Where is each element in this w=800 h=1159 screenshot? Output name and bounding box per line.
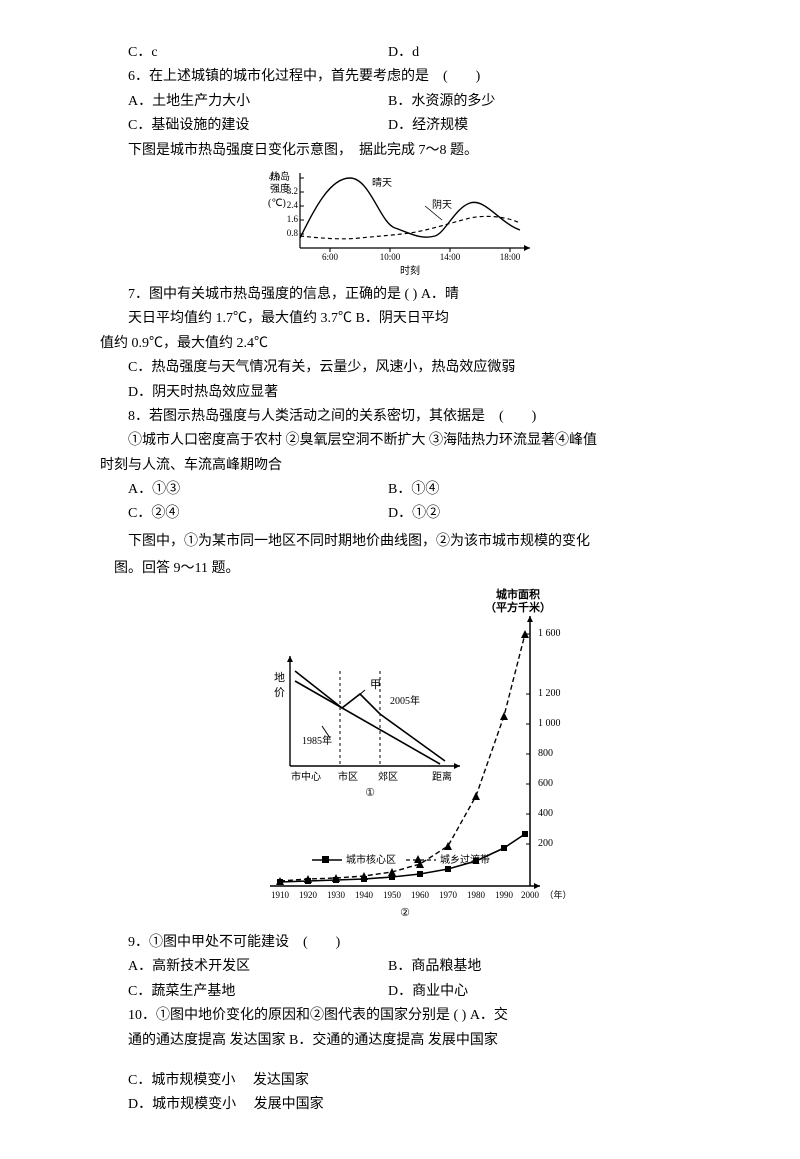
fig2-circ1: ① — [365, 787, 375, 799]
q10-D: D．城市规模变小 发展中国家 — [100, 1094, 720, 1116]
svg-text:（年）: （年） — [544, 889, 571, 900]
fig2-y2-1: 1 200 — [538, 688, 561, 699]
fig2-jia: 甲 — [370, 679, 381, 691]
page-root: C．c D．d 6．在上述城镇的城市化过程中，首先要考虑的是 ( ) A．土地生… — [0, 0, 800, 1159]
fig1-xtick-3: 18:00 — [500, 252, 521, 262]
fig2-legend-core: 城市核心区 — [346, 853, 396, 866]
fig2-title1: 城市面积 — [496, 587, 540, 601]
fig2-year1: 1985年 — [302, 734, 332, 747]
fig1-ytick-3: 1.6 — [287, 214, 299, 224]
q7-D: D．阴天时热岛效应显著 — [100, 382, 720, 404]
fig1-ytick-0: 4.0 — [269, 172, 281, 182]
fig2-year2: 2005年 — [390, 694, 420, 707]
fig1-legend-sunny: 晴天 — [372, 176, 392, 189]
q8-D: D．①② — [388, 503, 720, 525]
q8-stem: 8．若图示热岛强度与人类活动之间的关系密切，其依据是 ( ) — [100, 406, 720, 428]
fig2-xticks: 1910 1920 1930 1940 1950 1960 1970 1980 … — [271, 889, 572, 900]
q7-l1: 7．图中有关城市热岛强度的信息，正确的是 ( ) A．晴 — [100, 284, 720, 306]
svg-text:1970: 1970 — [439, 890, 458, 900]
q9-stem: 9．①图中甲处不可能建设 ( ) — [100, 932, 720, 954]
fig1-ytick-2: 2.4 — [287, 200, 299, 210]
fig1-xtick-0: 6:00 — [322, 252, 339, 262]
q6-D: D．经济规模 — [388, 115, 720, 137]
q9-B: B．商品粮基地 — [388, 956, 720, 978]
fig2-legend-edge: 城乡过渡带 — [440, 853, 490, 866]
fig2-y2-3: 800 — [538, 748, 553, 759]
q7-l3: 值约 0.9℃，最大值约 2.4℃ — [100, 333, 720, 355]
fig1-yunit: (℃) — [268, 198, 286, 209]
fig2-lp-x1: 市区 — [338, 770, 358, 783]
q6-stem: 6．在上述城镇的城市化过程中，首先要考虑的是 ( ) — [100, 66, 720, 88]
q5-optC: C．c — [128, 42, 388, 64]
svg-text:1980: 1980 — [467, 890, 486, 900]
fig2-y2-6: 200 — [538, 838, 553, 849]
fig2-lp-x2: 郊区 — [378, 770, 398, 783]
q5-optD: D．d — [388, 42, 720, 64]
fig1-legend-cloudy: 阴天 — [432, 199, 452, 211]
svg-text:1960: 1960 — [411, 890, 430, 900]
fig2-intro2: 图。回答 9～11 题。 — [100, 558, 720, 580]
q9-D: D．商业中心 — [388, 981, 720, 1003]
q9-row2: C．蔬菜生产基地 D．商业中心 — [100, 981, 720, 1003]
q9-A: A．高新技术开发区 — [128, 956, 388, 978]
fig2-lp-y1: 地 — [274, 671, 285, 684]
fig2-y2-4: 600 — [538, 778, 553, 789]
fig2-y2-2: 1 000 — [538, 718, 561, 729]
fig1-xtick-1: 10:00 — [380, 252, 401, 262]
q7-l2: 天日平均值约 1.7℃，最大值约 3.7℃ B．阴天日平均 — [100, 308, 720, 330]
q8-row1: A．①③ B．①④ — [100, 479, 720, 501]
fig1-ytick-1: 3.2 — [287, 186, 298, 196]
svg-text:1940: 1940 — [355, 890, 374, 900]
fig2-title2: （平方千米） — [485, 600, 551, 614]
fig1-ytick-4: 0.8 — [287, 228, 299, 238]
fig2-lp-x0: 市中心 — [291, 770, 321, 783]
q5-option-row: C．c D．d — [100, 42, 720, 64]
q9-row1: A．高新技术开发区 B．商品粮基地 — [100, 956, 720, 978]
fig2-lp-y2: 价 — [274, 686, 285, 699]
q9-C: C．蔬菜生产基地 — [128, 981, 388, 1003]
q8-B: B．①④ — [388, 479, 720, 501]
svg-text:1990: 1990 — [495, 890, 514, 900]
q10-C: C．城市规模变小 发达国家 — [100, 1070, 720, 1092]
svg-text:1930: 1930 — [327, 890, 346, 900]
q8-circles2: 时刻与人流、车流高峰期吻合 — [100, 455, 720, 477]
fig2-y2-5: 400 — [538, 808, 553, 819]
q8-row2: C．②④ D．①② — [100, 503, 720, 525]
q8-C: C．②④ — [128, 503, 388, 525]
q10-l1: 10．①图中地价变化的原因和②图代表的国家分别是 ( ) A．交 — [100, 1005, 720, 1027]
svg-text:1950: 1950 — [383, 890, 402, 900]
q7-C: C．热岛强度与天气情况有关，云量少，风速小，热岛效应微弱 — [100, 357, 720, 379]
fig1-xlabel: 时刻 — [400, 264, 420, 277]
q6-row2: C．基础设施的建设 D．经济规模 — [100, 115, 720, 137]
q6-A: A．土地生产力大小 — [128, 91, 388, 113]
fig1-chart: 热岛 强度 (℃) 4.0 3.2 2.4 1.6 0.8 晴天 阴天 6:00… — [100, 168, 720, 278]
q6-row1: A．土地生产力大小 B．水资源的多少 — [100, 91, 720, 113]
fig1-xtick-2: 14:00 — [440, 252, 461, 262]
svg-text:2000: 2000 — [521, 890, 540, 900]
q6-C: C．基础设施的建设 — [128, 115, 388, 137]
q10-l2: 通的通达度提高 发达国家 B．交通的通达度提高 发展中国家 — [100, 1030, 720, 1052]
q6-B: B．水资源的多少 — [388, 91, 720, 113]
fig2-lp-x3: 距离 — [432, 770, 452, 783]
q8-A: A．①③ — [128, 479, 388, 501]
svg-text:1920: 1920 — [299, 890, 318, 900]
fig2-circ2: ② — [400, 907, 410, 919]
svg-text:1910: 1910 — [271, 890, 290, 900]
q8-circles: ①城市人口密度高于农村 ②臭氧层空洞不断扩大 ③海陆热力环流显著④峰值 — [100, 430, 720, 452]
fig2-intro1: 下图中，①为某市同一地区不同时期地价曲线图，②为该市城市规模的变化 — [128, 530, 720, 554]
fig2-chart: 城市面积 （平方千米） 1 600 1 200 1 000 800 600 40… — [100, 586, 720, 926]
fig1-intro: 下图是城市热岛强度日变化示意图， 据此完成 7～8 题。 — [100, 140, 720, 162]
fig2-y2-0: 1 600 — [538, 628, 561, 639]
